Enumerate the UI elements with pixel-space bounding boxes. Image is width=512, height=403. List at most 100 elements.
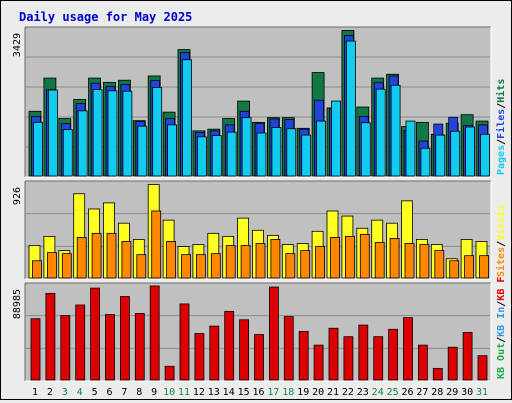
bar <box>462 332 473 381</box>
bar <box>300 250 311 279</box>
bar <box>298 331 309 381</box>
legend-files: Files <box>495 109 507 139</box>
day-label: 28 <box>431 387 443 398</box>
bar <box>360 122 371 177</box>
bar <box>224 310 235 381</box>
bar <box>447 346 458 381</box>
bar <box>479 255 489 279</box>
bar <box>256 132 267 177</box>
bar <box>182 59 192 177</box>
bar <box>271 127 282 177</box>
legend-separator: / <box>496 103 507 109</box>
bar <box>107 90 118 177</box>
day-label: 2 <box>47 387 53 398</box>
bar <box>47 252 57 279</box>
bar <box>389 238 400 279</box>
bar <box>417 344 428 381</box>
panel-legend: Pages/Files/Hits <box>495 79 507 175</box>
bar <box>359 233 370 279</box>
legend-kb-in: KB In <box>496 307 507 337</box>
day-label: 19 <box>297 387 309 398</box>
bar <box>77 110 88 177</box>
bar <box>331 100 341 177</box>
bar <box>194 333 205 381</box>
bar <box>388 328 399 381</box>
bar <box>167 124 178 177</box>
bar <box>477 355 488 381</box>
day-label: 30 <box>461 387 473 398</box>
bar <box>419 244 430 279</box>
bar <box>464 255 475 279</box>
bar <box>61 253 72 279</box>
bar <box>241 117 252 177</box>
series-pages <box>33 40 490 177</box>
bar <box>48 89 58 177</box>
legend-separator: / <box>496 301 507 307</box>
bar <box>32 260 42 279</box>
day-label: 29 <box>446 387 458 398</box>
day-label: 9 <box>151 387 157 398</box>
bar <box>449 260 460 279</box>
bar <box>196 136 207 177</box>
legend-kb-out: KB Out <box>496 343 507 379</box>
bar <box>166 241 177 279</box>
bar <box>210 253 221 279</box>
legend-hits: Hits <box>495 79 507 103</box>
bar <box>390 84 401 177</box>
bar <box>75 304 86 381</box>
bar <box>313 344 324 381</box>
bar <box>134 313 145 381</box>
bar <box>403 317 413 381</box>
day-label: 11 <box>178 387 190 398</box>
day-label: 31 <box>476 387 488 398</box>
legend-separator: / <box>496 337 507 343</box>
bar <box>121 241 132 279</box>
day-label: 5 <box>92 387 98 398</box>
bar <box>374 242 385 279</box>
panel-legend: KB Out/KB In/KB F <box>496 277 507 379</box>
day-label: 27 <box>416 387 428 398</box>
max-value-label: 3429 <box>12 33 23 57</box>
bar <box>358 324 369 381</box>
bar <box>76 236 87 279</box>
bar <box>195 254 206 279</box>
bar <box>405 120 416 177</box>
chart-title: Daily usage for May 2025 <box>19 10 192 24</box>
bar <box>480 133 490 177</box>
day-label: 7 <box>121 387 127 398</box>
bar <box>344 235 355 279</box>
day-label: 26 <box>401 387 413 398</box>
bar <box>283 316 294 381</box>
bar <box>285 253 296 279</box>
day-label: 25 <box>387 387 399 398</box>
bar <box>315 246 326 279</box>
series-kb-f <box>30 285 488 381</box>
bar <box>91 232 102 279</box>
bar <box>270 239 281 279</box>
day-label: 23 <box>357 387 369 398</box>
bar <box>181 254 191 279</box>
day-label: 22 <box>342 387 354 398</box>
legend-separator: / <box>496 241 507 247</box>
day-label: 4 <box>77 387 83 398</box>
bar <box>404 243 415 279</box>
bar <box>343 336 354 381</box>
bar <box>420 147 431 177</box>
bar <box>432 367 443 381</box>
bar <box>239 319 250 381</box>
bar <box>151 210 162 279</box>
panel-visits-sites: 926 Sites/Visits <box>12 180 507 280</box>
bar <box>240 245 251 279</box>
bar <box>286 128 297 177</box>
day-label: 3 <box>62 387 68 398</box>
bar <box>92 89 103 177</box>
chart-panels: 3429 Pages/Files/Hits 926Sites/Visits88985… <box>12 26 507 382</box>
day-label: 6 <box>106 387 112 398</box>
bar <box>106 232 117 279</box>
bar <box>375 88 386 177</box>
bar <box>226 131 237 177</box>
bar <box>30 318 41 381</box>
